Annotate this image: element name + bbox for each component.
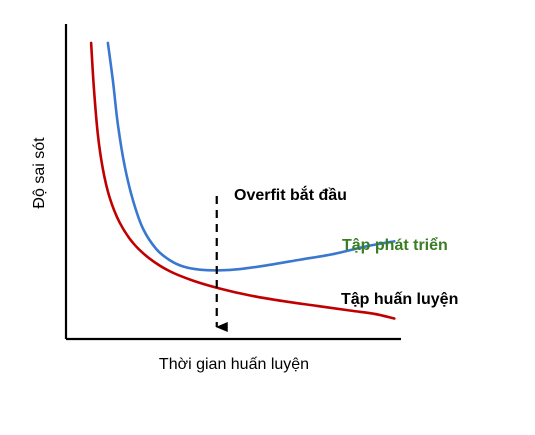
x-axis-label: Thời gian huấn luyện bbox=[159, 356, 309, 373]
annotation-overfit-label: Overfit bắt đầu bbox=[234, 185, 347, 204]
annotation-dev-label: Tập phát triển bbox=[342, 236, 448, 254]
series-line-train bbox=[89, 41, 396, 320]
series-line-dev bbox=[106, 41, 396, 272]
annotation-train-label: Tập huấn luyện bbox=[341, 291, 458, 308]
y-axis-label: Độ sai sót bbox=[31, 137, 48, 209]
